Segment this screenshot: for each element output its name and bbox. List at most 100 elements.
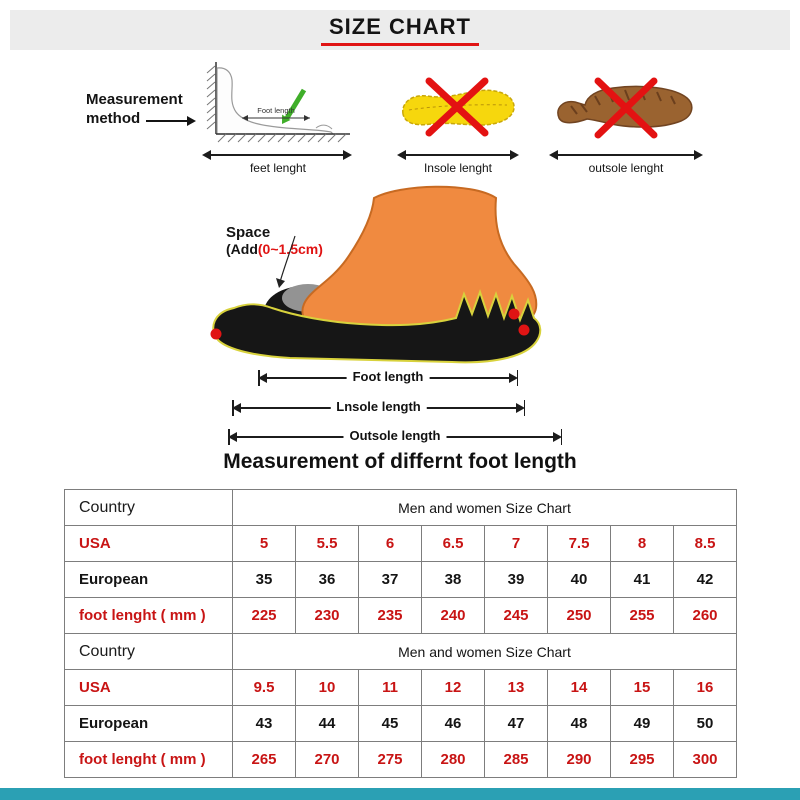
insole-length-caption: Insole lenght [423,161,493,175]
size-cell: 280 [421,741,485,778]
outsole-diagram [557,77,693,139]
row-label-country: Country [64,633,233,670]
size-cell: 36 [295,561,359,598]
space-pointer-line [279,235,296,283]
table-row-usa-1: USA 5 5.5 6 6.5 7 7.5 8 8.5 [64,525,737,562]
size-cell: 43 [232,705,296,742]
method-label-line2: method [86,110,141,127]
foot-profile-outline [216,67,335,135]
insole-length-arrow [397,150,519,160]
size-cell: 7.5 [547,525,611,562]
size-cell: 5.5 [295,525,359,562]
size-cell: 240 [421,597,485,634]
measurement-method-label: Measurement method [86,90,183,128]
size-cell: 235 [358,597,422,634]
diagram-caption: Measurement of differnt foot length [223,450,577,473]
foot-shoe-illustration [210,185,542,364]
size-cell: 295 [610,741,674,778]
size-cell: 47 [484,705,548,742]
outsole-length-caption: outsole lenght [588,161,664,175]
bottom-accent-bar [0,788,800,800]
page-title-bar: SIZE CHART [10,10,790,50]
size-chart-span-header: Men and women Size Chart [232,489,737,526]
insole-center-line [408,104,508,111]
size-cell: 6.5 [421,525,485,562]
size-cell: 270 [295,741,359,778]
wall-hatching [206,65,216,130]
dimension-foot-length: Foot length [258,368,518,386]
size-cell: 245 [484,597,548,634]
size-cell: 11 [358,669,422,706]
space-pointer-head [276,278,285,288]
method-label-line1: Measurement [86,91,183,108]
size-cell: 13 [484,669,548,706]
toe-point-marker-upper [508,308,520,320]
size-cell: 9.5 [232,669,296,706]
row-label-usa: USA [64,669,233,706]
green-arrow-head-icon [282,114,291,124]
table-row-footlength-1: foot lenght ( mm ) 225 230 235 240 245 2… [64,597,737,634]
red-cross-icon [425,77,489,137]
size-cell: 8.5 [673,525,737,562]
size-cell: 5 [232,525,296,562]
dimension-outsole-length: Outsole length [228,427,562,445]
page-title: SIZE CHART [321,14,479,46]
toe-detail-line [315,124,333,130]
green-arrow-icon [284,88,307,120]
feet-length-arrow [202,150,352,160]
size-cell: 7 [484,525,548,562]
size-cell: 50 [673,705,737,742]
space-prefix: (Add [226,241,258,257]
toe-point-marker-lower [518,324,530,336]
row-label-usa: USA [64,525,233,562]
size-cell: 275 [358,741,422,778]
table-row-usa-2: USA 9.5 10 11 12 13 14 15 16 [64,669,737,706]
table-row-footlength-2: foot lenght ( mm ) 265 270 275 280 285 2… [64,741,737,778]
outsole-length-arrow [549,150,703,160]
row-label-european: European [64,705,233,742]
size-cell: 260 [673,597,737,634]
size-cell: 41 [610,561,674,598]
dimension-foot-length-label: Foot length [346,368,430,386]
row-label-foot-length: foot lenght ( mm ) [64,597,233,634]
size-cell: 265 [232,741,296,778]
size-cell: 49 [610,705,674,742]
foot-length-inner-label: Foot length [257,106,295,115]
size-cell: 10 [295,669,359,706]
foot-wall-diagram: WALL Foot length [206,62,350,143]
ground-hatching [217,133,347,143]
row-label-european: European [64,561,233,598]
inner-arrow-right-head [304,115,310,121]
method-arrow-icon [146,116,196,126]
feet-length-caption: feet lenght [249,161,307,175]
size-cell: 15 [610,669,674,706]
size-cell: 8 [610,525,674,562]
size-cell: 290 [547,741,611,778]
size-cell: 42 [673,561,737,598]
size-cell: 35 [232,561,296,598]
inner-arrow-left-head [242,115,248,121]
size-cell: 39 [484,561,548,598]
dimension-insole-length: Lnsole length [232,398,525,416]
insole-diagram [402,77,515,137]
size-cell: 45 [358,705,422,742]
size-cell: 6 [358,525,422,562]
size-table: Country Men and women Size Chart USA 5 5… [64,489,737,778]
size-cell: 40 [547,561,611,598]
space-title: Space [226,224,271,241]
size-cell: 255 [610,597,674,634]
dimension-outsole-length-label: Outsole length [343,427,447,445]
size-cell: 16 [673,669,737,706]
table-row-european-2: European 43 44 45 46 47 48 49 50 [64,705,737,742]
size-cell: 300 [673,741,737,778]
size-cell: 285 [484,741,548,778]
row-label-foot-length: foot lenght ( mm ) [64,741,233,778]
size-cell: 44 [295,705,359,742]
sole-shape [212,288,542,364]
size-cell: 250 [547,597,611,634]
size-chart-span-header: Men and women Size Chart [232,633,737,670]
table-row-country-2: Country Men and women Size Chart [64,633,737,670]
table-row-country-1: Country Men and women Size Chart [64,489,737,526]
size-cell: 230 [295,597,359,634]
